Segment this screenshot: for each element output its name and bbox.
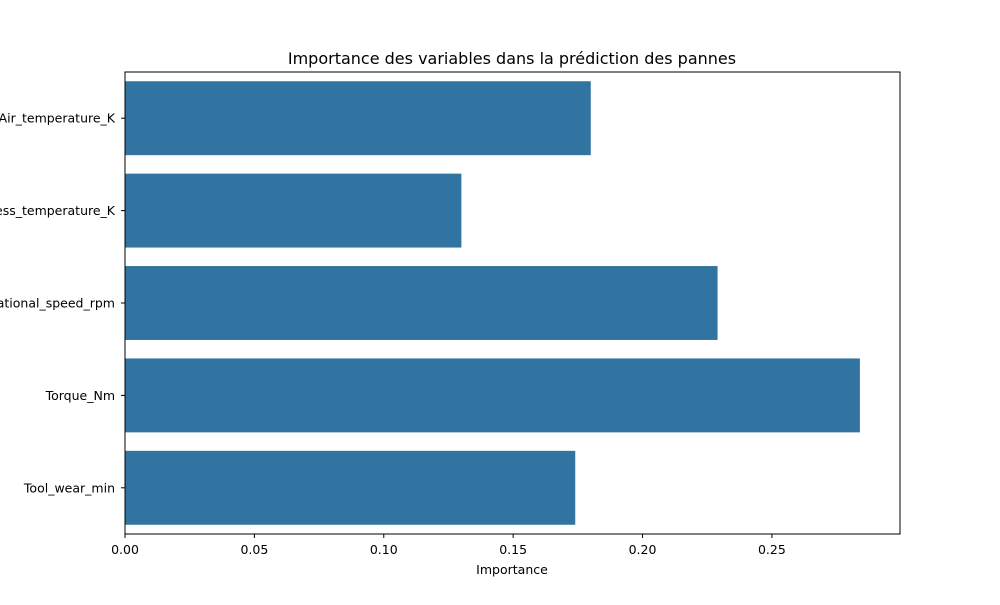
x-tick-label: 0.25 <box>758 542 786 557</box>
x-tick-label: 0.10 <box>370 542 398 557</box>
bar-air-temperature-k <box>125 81 591 156</box>
plot-frame <box>124 71 901 535</box>
x-tick-label: 0.15 <box>499 542 527 557</box>
y-axis: Air_temperature_K Process_temperature_K Ro… <box>0 111 125 495</box>
y-tick-label: Tool_wear_min <box>23 480 115 495</box>
y-tick-label: Rotational_speed_rpm <box>0 296 115 311</box>
bar-torque-nm <box>125 358 860 433</box>
x-axis-label: Importance <box>476 562 548 577</box>
y-tick-label: Air_temperature_K <box>0 111 116 126</box>
x-axis: 0.00 0.05 0.10 0.15 0.20 0.25 <box>111 534 786 557</box>
chart-title: Importance des variables dans la prédict… <box>288 49 736 68</box>
x-tick-label: 0.00 <box>111 542 139 557</box>
y-tick-label: Torque_Nm <box>45 388 115 403</box>
bar-tool-wear-min <box>125 450 576 525</box>
bar-process-temperature-k <box>125 173 462 248</box>
bar-rotational-speed-rpm <box>125 266 718 340</box>
x-tick-label: 0.05 <box>240 542 268 557</box>
bars-group <box>125 81 860 525</box>
x-tick-label: 0.20 <box>629 542 657 557</box>
y-tick-label: Process_temperature_K <box>0 203 116 218</box>
